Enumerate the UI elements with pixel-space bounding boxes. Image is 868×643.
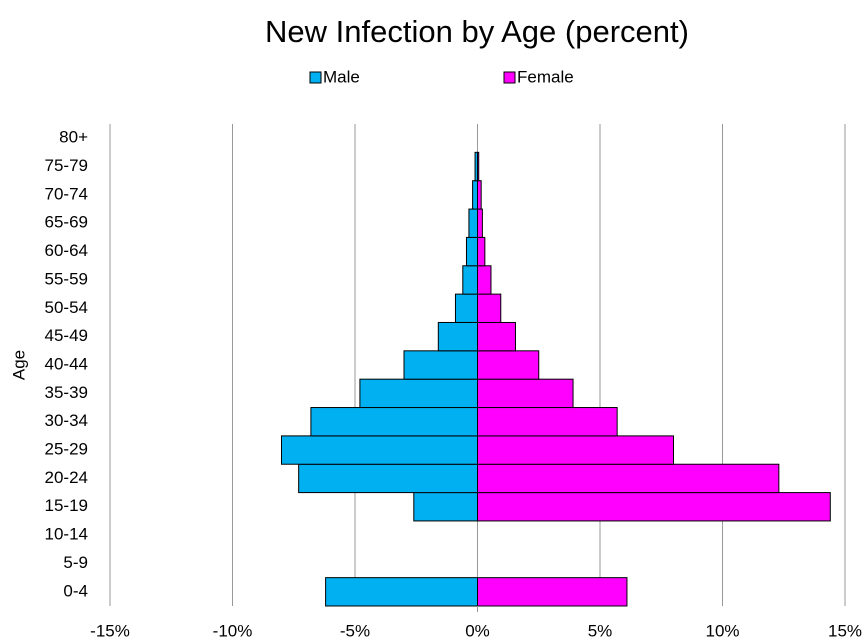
bar: [477, 236, 486, 267]
bar: [477, 208, 483, 238]
bar: [437, 321, 478, 352]
y-tick-label: 80+: [59, 128, 88, 147]
y-tick-label: 55-59: [45, 269, 88, 288]
bar: [468, 208, 478, 238]
y-tick-label: 20-24: [45, 468, 88, 487]
x-tick-label: 10%: [705, 621, 739, 640]
y-tick-label: 45-49: [45, 326, 88, 345]
y-tick-label: 50-54: [45, 298, 88, 317]
bar: [477, 577, 628, 607]
bar: [477, 435, 674, 465]
y-tick-label: 35-39: [45, 383, 88, 402]
bar: [403, 350, 478, 380]
y-tick-label: 65-69: [45, 213, 88, 232]
x-tick-label: 5%: [588, 621, 613, 640]
x-tick-label: -15%: [90, 621, 130, 640]
y-tick-label: 75-79: [45, 156, 88, 175]
bar: [477, 321, 516, 352]
bar: [298, 463, 478, 494]
bar: [477, 151, 480, 182]
bar: [472, 180, 479, 210]
legend-swatch: [309, 71, 322, 84]
bar: [477, 378, 574, 409]
y-tick-label: 0-4: [63, 581, 88, 600]
legend-label: Female: [517, 67, 574, 86]
bar: [281, 435, 478, 465]
bar: [359, 378, 478, 409]
bar: [477, 492, 831, 522]
bar: [477, 463, 780, 494]
y-tick-label: 5-9: [63, 553, 88, 572]
bar: [477, 293, 502, 323]
bar: [413, 492, 478, 522]
y-tick-label: 70-74: [45, 184, 88, 203]
y-tick-label: 40-44: [45, 354, 88, 373]
y-tick-label: 10-14: [45, 525, 88, 544]
x-tick-label: 0%: [465, 621, 490, 640]
bar: [325, 577, 478, 607]
y-axis-label: Age: [9, 350, 28, 380]
bar: [465, 236, 479, 267]
bar: [310, 407, 478, 437]
bar: [477, 180, 482, 210]
y-tick-label: 25-29: [45, 440, 88, 459]
bar: [477, 350, 540, 380]
bar: [477, 265, 492, 295]
y-tick-label: 60-64: [45, 241, 88, 260]
y-tick-label: 15-19: [45, 496, 88, 515]
bar: [462, 265, 478, 295]
y-tick-label: 30-34: [45, 411, 88, 430]
legend-swatch: [503, 71, 516, 84]
x-tick-label: -10%: [213, 621, 253, 640]
legend-label: Male: [323, 67, 360, 86]
chart-title: New Infection by Age (percent): [265, 14, 689, 49]
x-tick-label: 15%: [828, 621, 862, 640]
bar: [454, 293, 479, 323]
bar: [477, 407, 618, 437]
x-tick-label: -5%: [340, 621, 370, 640]
